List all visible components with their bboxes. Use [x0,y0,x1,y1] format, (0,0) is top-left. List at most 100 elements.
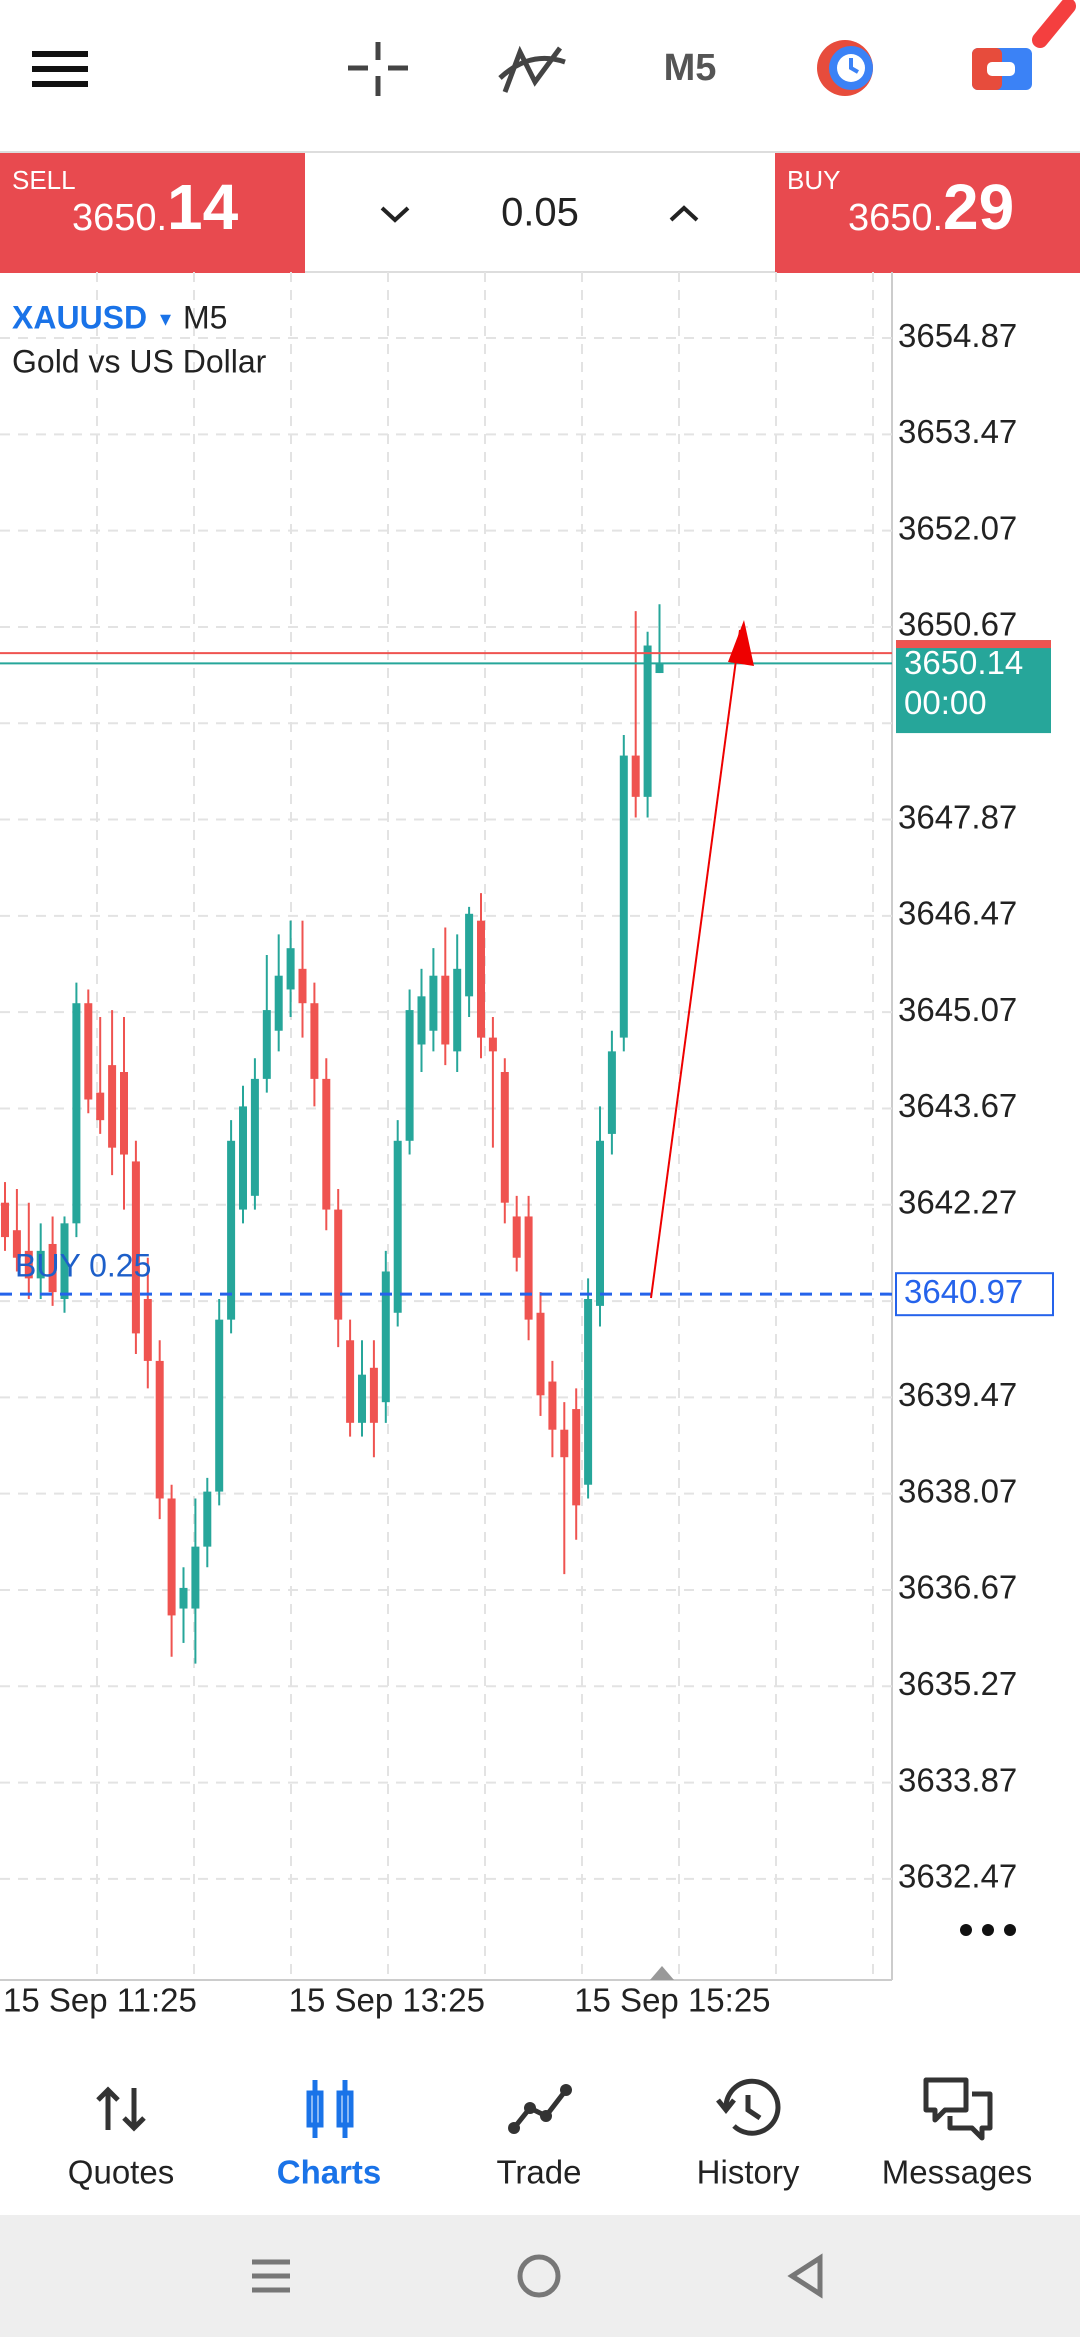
sell-price-main: 3650. [72,197,167,239]
sell-price-pips: 14 [167,171,239,243]
candle-body [584,1299,593,1485]
y-tick-label: 3639.47 [898,1376,1017,1413]
crosshair-button[interactable] [348,42,408,96]
price-box-top [896,640,1051,649]
buy-label: BUY [787,165,840,195]
candle-body [441,975,450,1045]
y-tick-label: 3642.27 [898,1183,1017,1220]
x-tick-label: 15 Sep 15:25 [574,1982,770,2019]
candle-body [72,1003,81,1224]
x-tick-label: 15 Sep 13:25 [289,1982,485,2019]
candle-body [560,1429,569,1458]
buy-price-main: 3650. [848,197,943,239]
candle-body [465,913,474,997]
position-label: BUY 0.25 [15,1248,151,1284]
trade-button[interactable] [972,0,1076,90]
candle-body [500,1072,509,1203]
y-tick-label: 3646.47 [898,895,1017,932]
y-tick-label: 3647.87 [898,798,1017,835]
candle-body [84,1003,93,1100]
candle-body [488,1037,497,1052]
one-click-button[interactable] [817,40,873,96]
candle-body [631,755,640,797]
candle-body [286,948,295,990]
candle-body [310,1003,319,1079]
candle-body [572,1409,581,1506]
candle-body [227,1140,236,1320]
history-icon [716,2078,781,2136]
nav-item[interactable]: Quotes [68,2154,174,2191]
symbol-description: Gold vs US Dollar [12,343,267,379]
charts-icon [306,2080,354,2138]
trade-icon [508,2084,572,2134]
candle-body [453,968,462,1052]
more-button[interactable] [960,1924,1016,1936]
candle-body [120,1072,128,1155]
candle-body [108,1065,117,1148]
timeframe-button[interactable]: M5 [664,47,717,89]
candle-body [322,1078,331,1210]
y-tick-label: 3633.87 [898,1761,1017,1798]
candle-body [334,1209,343,1320]
y-tick-label: 3636.67 [898,1569,1017,1606]
candle-body [155,1360,164,1499]
y-tick-label: 3645.07 [898,991,1017,1028]
menu-button[interactable] [32,51,88,87]
lot-value[interactable]: 0.05 [501,191,579,235]
y-tick-label: 3650.67 [898,606,1017,643]
sell-label: SELL [12,165,76,195]
candle-body [191,1546,200,1609]
candle-body [619,755,628,1038]
y-tick-label: 3653.47 [898,413,1017,450]
candle-body [36,1250,45,1279]
nav-item[interactable]: Charts [277,2154,382,2191]
candle-body [393,1140,402,1313]
candle-body [536,1312,545,1396]
y-tick-label: 3643.67 [898,1087,1017,1124]
nav-item[interactable]: Trade [497,2154,582,2191]
nav-item[interactable]: History [697,2154,800,2191]
candle-body [274,975,283,1031]
candle-body [60,1223,69,1300]
indicators-button[interactable] [498,45,566,93]
position-price: 3640.97 [904,1273,1023,1310]
lot-decrease[interactable] [380,206,410,223]
candle-body [239,1106,247,1210]
system-nav-buttons[interactable] [252,2253,823,2299]
candle-body [131,1161,140,1334]
bar-timer: 00:00 [904,684,987,721]
candle-body [179,1587,188,1609]
candle-body [346,1340,355,1423]
y-tick-label: 3632.47 [898,1858,1017,1895]
candle-body [369,1367,378,1423]
candle-body [12,1230,21,1258]
candle-body [548,1381,557,1430]
candle-body [405,1010,414,1141]
candle-body [643,645,652,797]
bottom-nav [0,2030,1080,2215]
candle-body [655,663,664,674]
nav-item[interactable]: Messages [882,2154,1032,2191]
y-tick-label: 3635.27 [898,1665,1017,1702]
messages-icon [923,2077,993,2141]
lot-increase[interactable] [669,205,699,222]
time-scroll-marker [650,1966,674,1980]
symbol-dropdown[interactable]: ▾ [160,306,171,331]
candle-body [24,1250,33,1279]
candle-body [250,1078,259,1196]
candle-body [512,1216,521,1258]
chart-timeframe: M5 [183,299,227,335]
x-tick-label: 15 Sep 11:25 [3,1982,197,2019]
buy-button[interactable]: BUY 3650. 29 [775,153,1080,273]
candle-body [381,1271,390,1403]
candle-body [96,1092,105,1121]
system-nav [0,2215,1080,2337]
quotes-icon [96,2086,146,2132]
candle-body [48,1243,57,1293]
y-tick-label: 3638.07 [898,1472,1017,1509]
sell-button[interactable]: SELL 3650. 14 [0,153,305,273]
candle-body [1,1202,9,1238]
symbol[interactable]: XAUUSD [12,299,147,335]
candle-body [298,968,307,1004]
